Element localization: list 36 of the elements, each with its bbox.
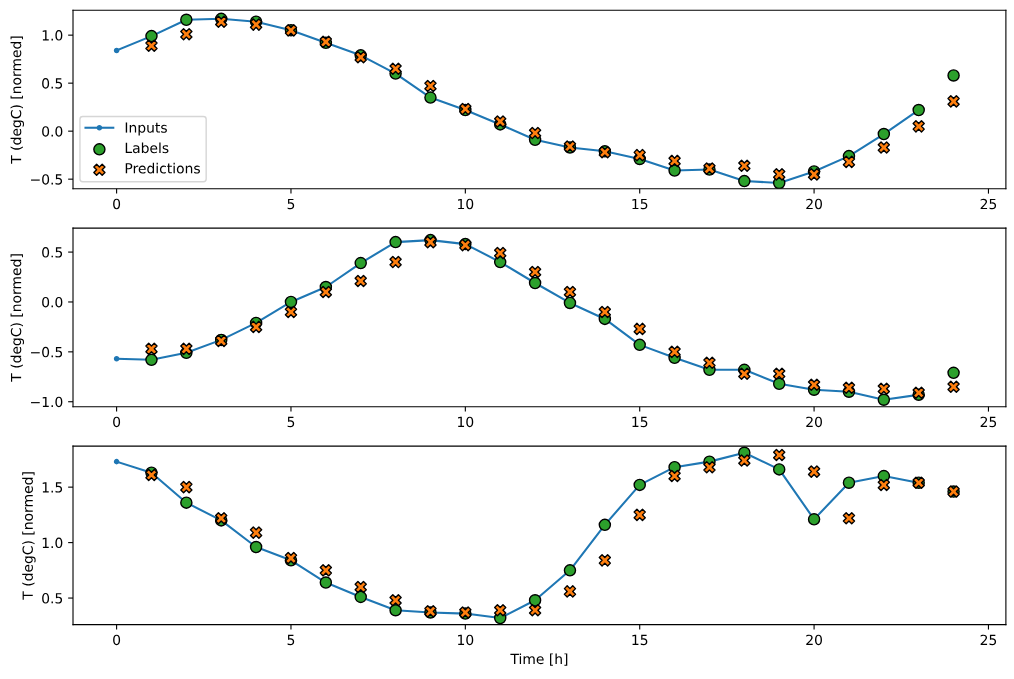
y-axis-title: T (degC) [normed] — [10, 36, 24, 164]
x-tick-label: 0 — [113, 416, 121, 428]
x-tick-label: 25 — [980, 198, 997, 210]
legend-label: Inputs — [125, 122, 167, 136]
legend-label: Predictions — [125, 162, 200, 174]
x-tick-label: 25 — [980, 634, 997, 646]
x-tick-label: 15 — [632, 634, 648, 646]
x-tick-label: 0 — [113, 634, 121, 646]
y-axis-title: T (degC) [normed] — [10, 254, 24, 382]
x-tick-label: 5 — [287, 634, 295, 646]
y-tick-label: 0.0 — [42, 296, 63, 308]
x-tick-label: 5 — [287, 198, 295, 210]
x-tick-label: 15 — [632, 198, 648, 210]
y-tick-label: 1.0 — [42, 537, 63, 549]
x-tick-label: 10 — [458, 416, 474, 428]
x-tick-label: 0 — [113, 198, 121, 210]
y-tick-label: 0.5 — [42, 593, 63, 604]
x-tick-label: 20 — [806, 198, 822, 210]
x-tick-label: 10 — [458, 198, 474, 210]
x-tick-label: 20 — [806, 634, 822, 646]
x-tick-label: 25 — [980, 416, 997, 428]
x-axis-title: Time [h] — [510, 653, 568, 666]
y-tick-label: 0.5 — [42, 78, 63, 89]
x-tick-label: 10 — [458, 634, 474, 646]
x-tick-label: 15 — [632, 416, 648, 428]
legend-label: Labels — [125, 142, 169, 154]
y-tick-label: 0.5 — [42, 247, 63, 258]
y-tick-label: −0.5 — [31, 346, 63, 358]
y-tick-label: 1.5 — [42, 482, 63, 493]
y-tick-label: −1.0 — [31, 396, 63, 408]
x-tick-label: 5 — [287, 416, 295, 428]
y-tick-label: 0.0 — [42, 126, 63, 137]
x-tick-label: 20 — [806, 416, 822, 428]
y-tick-label: −0.5 — [31, 174, 63, 185]
y-axis-title: T (degC) [normed] — [22, 472, 36, 600]
y-tick-label: 1.0 — [42, 30, 63, 41]
